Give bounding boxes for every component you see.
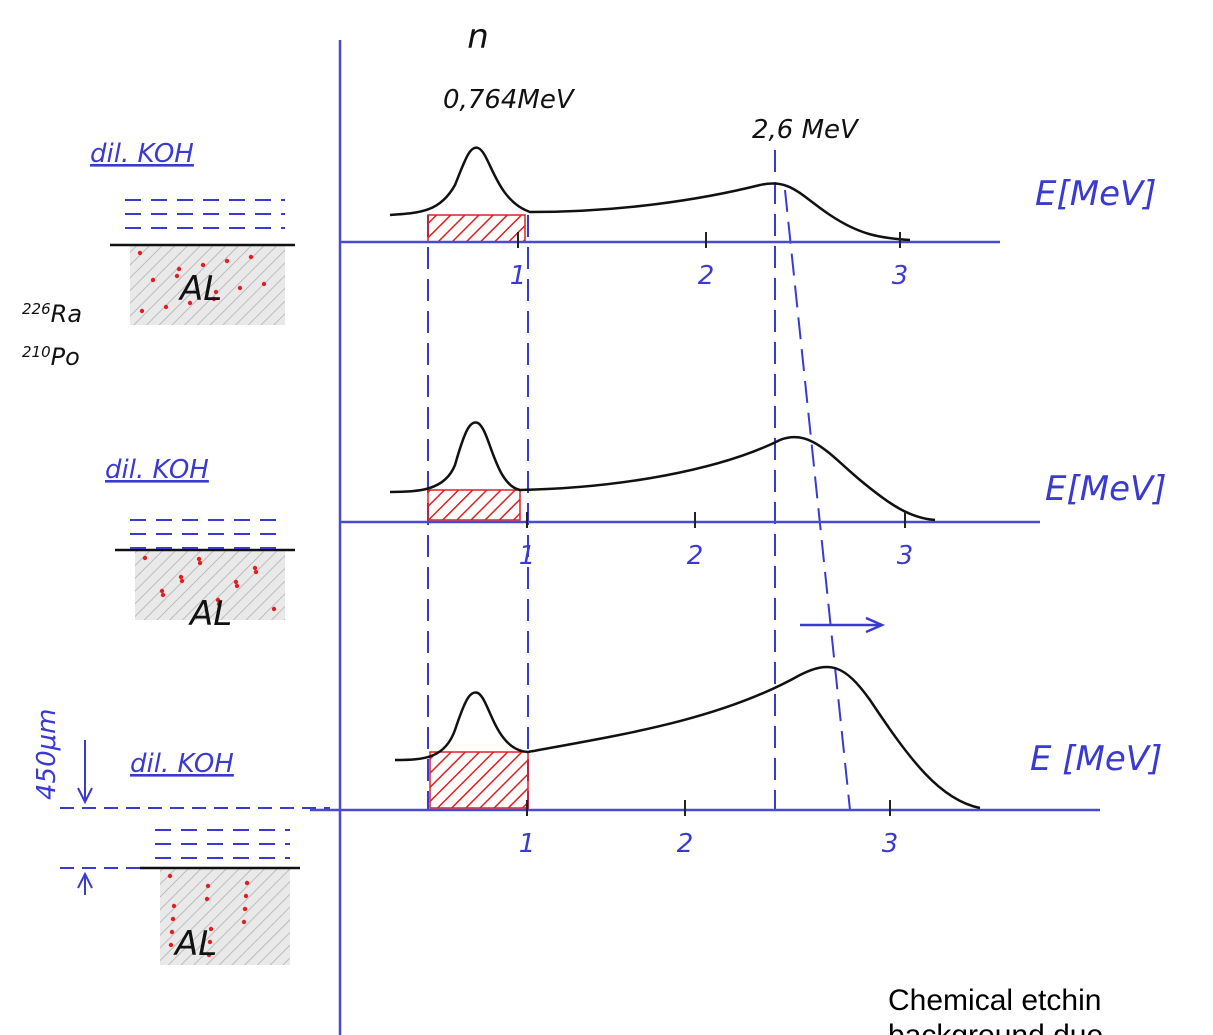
red-dot (237, 285, 243, 291)
solution-label: dil. KOH (90, 139, 194, 169)
tick-label: 3 (897, 541, 914, 571)
red-dot (196, 556, 202, 562)
red-dot (233, 579, 239, 585)
red-dot (208, 926, 214, 932)
red-dot (215, 597, 221, 603)
red-dot (271, 606, 277, 612)
red-dot (168, 942, 174, 948)
red-dot (150, 277, 156, 283)
shaded-peak (429, 751, 529, 809)
red-dot (174, 273, 180, 279)
red-dot (243, 893, 249, 899)
red-dot (169, 929, 175, 935)
tick-label: 3 (892, 261, 909, 291)
red-dot (211, 296, 217, 302)
red-dot (159, 588, 165, 594)
shaded-peak (427, 214, 526, 243)
red-dot (171, 903, 177, 909)
red-dot (207, 939, 213, 945)
red-dot (224, 258, 230, 264)
red-dot (163, 304, 169, 310)
tick-label: 1 (519, 829, 536, 859)
red-dot (204, 896, 210, 902)
peak-symbol: n (467, 17, 489, 57)
shaded-peak (427, 489, 521, 521)
red-dot (178, 574, 184, 580)
isotope-mass: 226 (22, 300, 51, 318)
red-dot (139, 308, 145, 314)
red-dot (187, 300, 193, 306)
substrate (130, 245, 285, 325)
red-dot (167, 873, 173, 879)
axis-label: E [MeV] (1030, 739, 1162, 779)
red-dot (213, 289, 219, 295)
tick-label: 1 (510, 261, 527, 291)
red-dot (206, 952, 212, 958)
substrate (135, 550, 285, 620)
solution-label: dil. KOH (130, 749, 234, 779)
red-dot (200, 262, 206, 268)
solution-label: dil. KOH (105, 455, 209, 485)
tick-label: 1 (519, 541, 536, 571)
tick-label: 3 (882, 829, 899, 859)
red-dot (248, 254, 254, 260)
tick-label: 2 (698, 261, 715, 291)
substrate-label: AL (178, 269, 222, 309)
isotope-element: Ra (51, 300, 82, 328)
red-dot (160, 592, 166, 598)
peak-energy: 0,764MeV (443, 85, 576, 115)
spectrum (394, 665, 981, 810)
red-dot (241, 919, 247, 925)
tick-label: 2 (677, 829, 694, 859)
caption-line: Chemical etchin (888, 984, 1101, 1017)
red-dot (197, 560, 203, 566)
shift-arrow (800, 616, 886, 634)
substrate (160, 868, 290, 965)
line-label: 2,6 MeV (752, 115, 860, 145)
red-dot (137, 250, 143, 256)
thickness-label: 450μm (32, 709, 62, 801)
thickness-marker (60, 740, 330, 895)
spectrum (389, 421, 936, 522)
red-dot (216, 601, 222, 607)
red-dot (170, 916, 176, 922)
substrate-label: AL (188, 594, 232, 634)
substrate-label: AL (173, 924, 217, 964)
red-dot (205, 883, 211, 889)
red-dot (234, 583, 240, 589)
red-dot (252, 565, 258, 571)
isotope-element: Po (51, 343, 80, 371)
axis-label: E[MeV] (1035, 174, 1157, 214)
red-dot (176, 266, 182, 272)
spectrum (389, 146, 911, 242)
isotope: 210Po (22, 343, 80, 371)
red-dot (253, 569, 259, 575)
caption-line: background due (888, 1019, 1103, 1035)
red-dot (242, 906, 248, 912)
red-dot (142, 555, 148, 561)
isotope-mass: 210 (22, 343, 51, 361)
tick-label: 2 (687, 541, 704, 571)
axis-label: E[MeV] (1045, 469, 1167, 509)
red-dot (261, 281, 267, 287)
red-dot (179, 578, 185, 584)
isotope: 226Ra (22, 300, 82, 328)
red-dot (244, 880, 250, 886)
